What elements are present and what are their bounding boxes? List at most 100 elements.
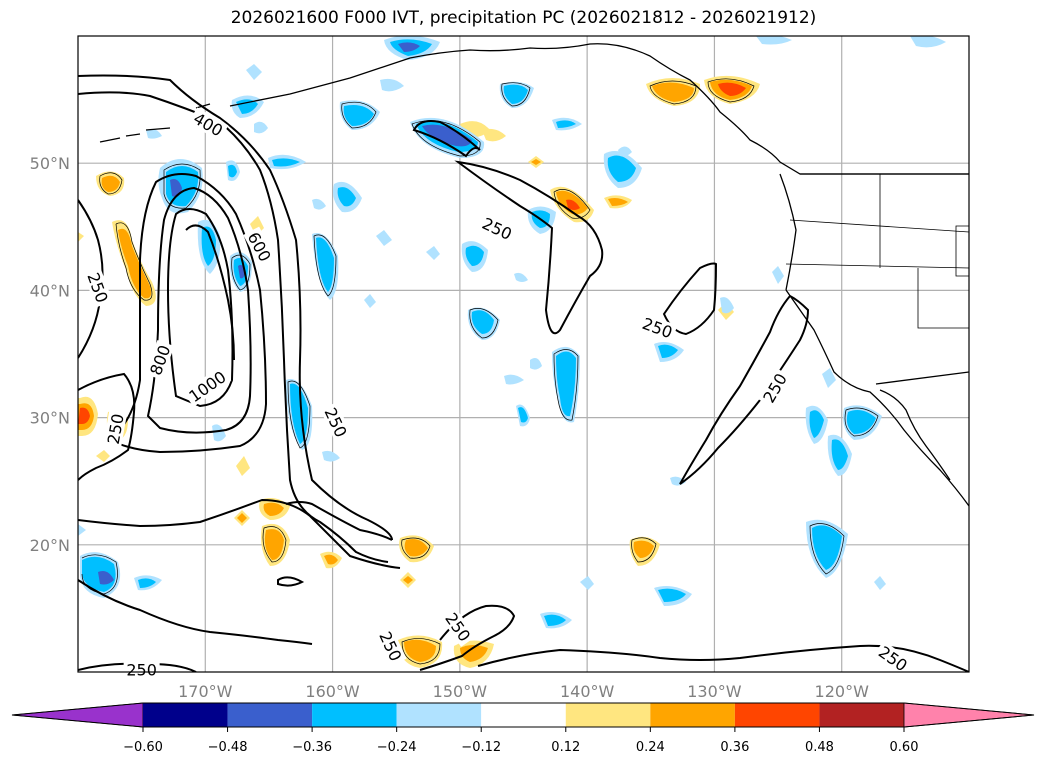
ivt-label-text: 250 — [126, 661, 157, 680]
ivt-contour-400 — [108, 173, 268, 454]
ivt-contour-250 — [277, 576, 305, 587]
coastline-us-west — [785, 289, 969, 507]
ivt-contour-250 — [78, 372, 136, 481]
ivt-contour-250 — [78, 579, 313, 645]
longitude-labels: 170°W 160°W 150°W 140°W 130°W 120°W — [178, 682, 869, 701]
colorbar-extend-low — [11, 702, 144, 728]
precip-outline — [99, 172, 123, 195]
precip-negative-region — [212, 424, 226, 442]
precip-outline — [411, 120, 481, 157]
precip-negative-region — [544, 614, 566, 626]
precip-outline — [809, 523, 845, 575]
precip-negative-region — [618, 146, 632, 157]
precip-outline — [401, 537, 431, 559]
precip-negative-region — [254, 121, 268, 134]
precip-negative-region — [658, 344, 678, 358]
precip-negative-region — [607, 155, 636, 182]
ivt-contour-250 — [679, 294, 810, 485]
precip-positive-region — [482, 128, 506, 142]
colorbar-segment — [396, 703, 482, 727]
precip-positive-region — [118, 228, 152, 299]
precip-outline — [553, 189, 591, 219]
precip-negative-region — [809, 410, 824, 438]
colorbar-tick-label: 0.60 — [890, 740, 919, 755]
precip-outline — [313, 234, 337, 297]
precip-negative-region — [658, 588, 686, 602]
border-us-mexico — [875, 371, 969, 385]
precip-outline — [501, 82, 531, 107]
precip-positive-region — [460, 645, 488, 662]
coastline-islands — [99, 103, 211, 143]
ivt-contour-800 — [166, 208, 234, 408]
precip-positive-region — [404, 639, 436, 662]
colorbar-extend-high — [903, 702, 1035, 728]
precip-outline — [649, 80, 697, 105]
ivt-label-halo — [374, 626, 407, 667]
colorbar-segment — [143, 703, 228, 727]
ivt-label-halo — [637, 313, 678, 343]
colorbar-tick-label: −0.60 — [123, 740, 163, 755]
precip-pc-shading — [78, 36, 946, 668]
colorbar-segment — [565, 703, 651, 727]
precip-outline — [469, 308, 499, 339]
ivt-label-halo — [145, 340, 175, 381]
precip-contour-outlines — [81, 78, 879, 665]
colorbar-segment — [312, 703, 397, 727]
ivt-contour-labels: 4006002508001000250250250250250250250250… — [83, 107, 914, 680]
precip-negative-region — [910, 36, 946, 48]
colorbar-segment — [734, 703, 820, 727]
ivt-label-halo — [477, 212, 518, 245]
colorbar-tick-label: −0.24 — [377, 740, 417, 755]
precip-negative-region — [504, 374, 524, 385]
precip-negative-region — [772, 266, 784, 284]
colorbar-segment — [481, 703, 566, 727]
ivt-contour-400 — [78, 91, 389, 563]
ivt-contour-250 — [419, 604, 516, 671]
precip-positive-region — [404, 539, 428, 557]
precip-negative-region — [272, 158, 300, 167]
colorbar-tick-label: 0.12 — [551, 740, 580, 755]
ivt-contour-250 — [285, 501, 393, 541]
ivt-label-halo — [320, 402, 352, 443]
lon-tick-label: 130°W — [687, 682, 742, 701]
lon-tick-label: 120°W — [815, 682, 870, 701]
lat-tick-label: 50°N — [30, 154, 70, 173]
precip-positive-region — [236, 456, 250, 476]
precip-positive-region — [633, 540, 654, 558]
precip-positive-region — [237, 513, 247, 523]
lon-tick-label: 140°W — [560, 682, 615, 701]
precip-negative-region — [514, 272, 528, 282]
precip-outline — [844, 407, 879, 437]
colorbar-tick-label: −0.48 — [208, 740, 248, 755]
colorbar-segment — [650, 703, 735, 727]
precip-outline — [553, 349, 579, 421]
lat-tick-label: 20°N — [30, 536, 70, 555]
precip-negative-region — [170, 179, 182, 197]
precip-positive-region — [566, 199, 580, 210]
colorbar-segment — [227, 703, 313, 727]
precip-negative-region — [720, 297, 734, 314]
precip-positive-region — [531, 159, 541, 165]
precip-negative-region — [337, 187, 356, 207]
precip-negative-region — [364, 294, 376, 308]
ivt-contours — [78, 74, 969, 672]
lon-tick-label: 170°W — [178, 682, 233, 701]
precip-negative-region — [556, 120, 576, 128]
ivt-label-halo — [440, 606, 476, 647]
precip-negative-region — [78, 524, 86, 536]
lat-tick-label: 30°N — [30, 409, 70, 428]
precip-positive-region — [608, 198, 628, 206]
ivt-contour-600 — [146, 186, 252, 434]
map-frame — [77, 35, 970, 673]
coastline-alaska — [229, 43, 969, 175]
precip-negative-region — [846, 410, 876, 434]
precip-negative-region — [246, 64, 262, 80]
precip-positive-region — [264, 529, 284, 560]
precip-negative-region — [831, 439, 848, 470]
precip-negative-region — [201, 226, 216, 266]
precip-negative-region — [138, 578, 156, 588]
precip-positive-region — [96, 450, 110, 462]
lon-tick-label: 160°W — [305, 682, 360, 701]
coastline-canada — [779, 173, 797, 291]
precip-negative-region — [422, 124, 472, 147]
